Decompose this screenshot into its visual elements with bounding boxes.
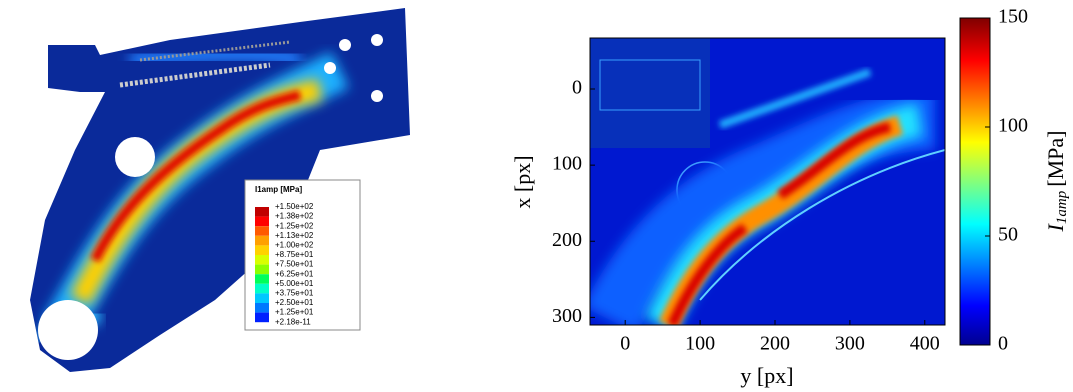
colorbar-label: I1amp[MPa] bbox=[1043, 131, 1070, 233]
legend-swatch bbox=[255, 207, 269, 217]
legend-level-label: +6.25e+01 bbox=[275, 269, 314, 278]
heatmap-image bbox=[590, 38, 945, 325]
legend-swatch bbox=[255, 312, 269, 323]
legend-level-label: +1.25e+01 bbox=[275, 308, 314, 317]
x-tick-label: 200 bbox=[760, 333, 790, 355]
colorbar bbox=[959, 17, 991, 346]
hole bbox=[324, 62, 336, 74]
x-tick-label: 100 bbox=[685, 333, 715, 355]
legend-level-label: +7.50e+01 bbox=[275, 260, 314, 269]
y-tick-label: 100 bbox=[552, 153, 582, 175]
hole bbox=[371, 34, 383, 46]
legend-level-label: +1.25e+02 bbox=[275, 221, 314, 230]
x-tick-label: 0 bbox=[620, 333, 630, 355]
legend-level-label: +2.18e-11 bbox=[275, 317, 311, 326]
y-axis-label: x [px] bbox=[510, 155, 535, 208]
hole bbox=[115, 137, 155, 177]
legend-swatch bbox=[255, 226, 269, 236]
legend-level-label: +5.00e+01 bbox=[275, 279, 314, 288]
legend-level-label: +2.50e+01 bbox=[275, 298, 314, 307]
x-axis-label: y [px] bbox=[740, 363, 793, 388]
hole bbox=[38, 300, 98, 360]
legend-level-label: +1.38e+02 bbox=[275, 212, 314, 221]
colorbar-tick-label: 100 bbox=[998, 115, 1028, 137]
hole bbox=[371, 90, 383, 102]
colorbar-tick-label: 150 bbox=[998, 6, 1028, 28]
legend-swatch bbox=[255, 245, 269, 255]
legend-swatch bbox=[255, 235, 269, 246]
x-tick-label: 300 bbox=[835, 333, 865, 355]
axes-frame bbox=[589, 37, 946, 326]
y-tick-label: 300 bbox=[552, 305, 582, 327]
legend-level-label: +1.13e+02 bbox=[275, 231, 314, 240]
legend-level-label: +1.50e+02 bbox=[275, 202, 314, 211]
y-tick-label: 0 bbox=[572, 77, 582, 99]
legend-swatch bbox=[255, 255, 269, 265]
legend-swatch bbox=[255, 293, 269, 303]
legend-swatch bbox=[255, 274, 269, 284]
legend-swatch bbox=[255, 303, 269, 313]
legend: +1.50e+02+1.38e+02+1.25e+02+1.13e+02+1.0… bbox=[255, 202, 314, 326]
legend-title: I1amp [MPa] bbox=[255, 185, 302, 194]
legend-level-label: +3.75e+01 bbox=[275, 289, 314, 298]
hole bbox=[339, 39, 351, 51]
x-tick-label: 400 bbox=[910, 333, 940, 355]
legend-swatch bbox=[255, 264, 269, 275]
legend-swatch bbox=[255, 283, 269, 294]
colorbar-tick-label: 50 bbox=[998, 224, 1018, 246]
legend-level-label: +1.00e+02 bbox=[275, 241, 314, 250]
legend-swatch bbox=[255, 216, 269, 227]
y-tick-label: 200 bbox=[552, 229, 582, 251]
colorbar-tick-label: 0 bbox=[998, 333, 1008, 355]
legend-level-label: +8.75e+01 bbox=[275, 250, 314, 259]
